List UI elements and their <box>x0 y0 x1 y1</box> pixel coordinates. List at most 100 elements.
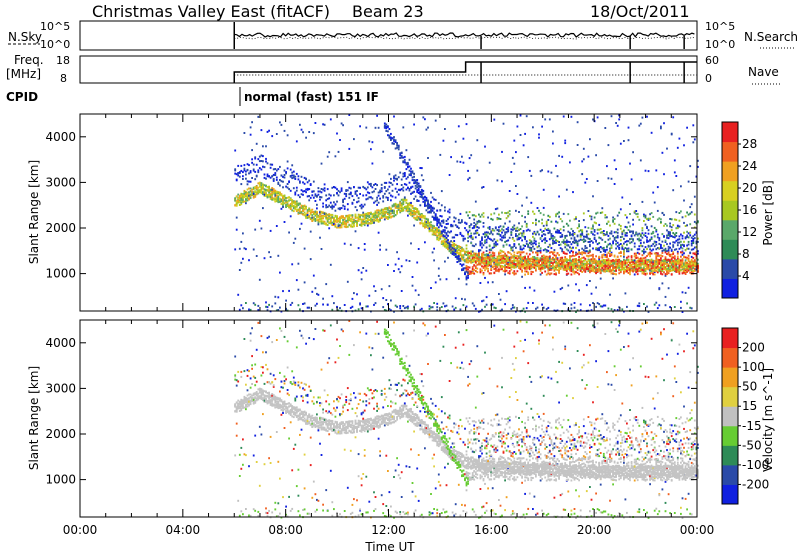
echo-cell <box>405 259 408 262</box>
echo-cell <box>558 229 560 232</box>
echo-cell <box>356 201 358 204</box>
echo-cell <box>396 305 398 308</box>
echo-cell <box>288 204 290 207</box>
echo-cell <box>507 226 510 229</box>
echo-cell <box>558 264 560 267</box>
echo-cell <box>484 269 486 272</box>
echo-cell <box>547 272 550 275</box>
echo-cell <box>491 252 494 255</box>
echo-cell <box>447 248 449 251</box>
echo-cell <box>305 191 307 194</box>
echo-cell <box>414 210 417 213</box>
echo-cell <box>403 172 406 174</box>
echo-cell <box>362 218 365 221</box>
echo-cell <box>555 164 557 167</box>
echo-cell <box>265 301 267 304</box>
echo-cell <box>516 262 519 265</box>
echo-cell <box>632 223 634 226</box>
echo-cell <box>445 219 448 222</box>
echo-cell <box>584 226 587 229</box>
echo-cell <box>548 260 551 263</box>
echo-cell <box>559 260 562 263</box>
echo-cell <box>542 264 545 267</box>
echo-cell <box>448 248 451 251</box>
echo-cell <box>368 294 371 297</box>
echo-cell <box>249 133 252 136</box>
echo-cell <box>470 250 473 253</box>
echo-cell <box>598 268 601 271</box>
echo-cell <box>329 206 332 209</box>
echo-cell <box>585 246 588 249</box>
echo-cell <box>427 199 429 202</box>
echo-cell <box>582 219 585 222</box>
echo-cell <box>545 250 548 253</box>
echo-cell <box>279 306 281 309</box>
echo-cell <box>481 259 483 262</box>
echo-cell <box>476 254 479 257</box>
echo-cell <box>585 254 588 257</box>
echo-cell <box>476 139 479 142</box>
echo-cell <box>548 231 551 234</box>
echo-cell <box>277 194 280 197</box>
echo-cell <box>544 270 547 273</box>
echo-cell <box>334 223 337 226</box>
echo-cell <box>362 220 365 223</box>
echo-cell <box>380 288 383 291</box>
echo-cell <box>570 250 573 252</box>
echo-cell <box>570 237 573 240</box>
echo-cell <box>582 235 585 238</box>
echo-cell <box>403 307 406 310</box>
echo-cell <box>255 255 258 257</box>
echo-cell <box>292 174 295 177</box>
echo-cell <box>295 204 298 207</box>
echo-cell <box>589 138 591 141</box>
echo-cell <box>612 260 614 263</box>
echo-cell <box>471 255 474 258</box>
echo-cell <box>630 269 633 272</box>
echo-cell <box>419 167 422 169</box>
echo-cell <box>578 223 580 226</box>
echo-cell <box>555 268 557 271</box>
echo-cell <box>414 289 417 292</box>
echo-cell <box>604 253 607 256</box>
echo-cell <box>485 246 488 249</box>
echo-cell <box>348 214 351 217</box>
echo-cell <box>292 210 295 213</box>
echo-cell <box>606 267 608 270</box>
echo-cell <box>308 179 311 182</box>
echo-cell <box>328 151 331 154</box>
echo-cell <box>465 283 468 286</box>
echo-cell <box>582 269 585 272</box>
echo-cell <box>354 230 357 233</box>
echo-cell <box>570 243 573 246</box>
echo-cell <box>521 261 523 264</box>
echo-cell <box>524 273 526 276</box>
echo-cell <box>527 243 530 246</box>
echo-cell <box>277 196 280 198</box>
echo-cell <box>334 214 337 217</box>
echo-cell <box>425 222 428 225</box>
echo-cell <box>582 249 585 252</box>
echo-cell <box>400 204 403 207</box>
echo-cell <box>428 222 431 225</box>
echo-cell <box>538 245 540 248</box>
echo-cell <box>572 234 574 237</box>
echo-cell <box>569 241 571 243</box>
echo-cell <box>283 198 286 201</box>
echo-cell <box>260 190 263 193</box>
echo-cell <box>448 231 451 234</box>
echo-cell <box>444 260 446 263</box>
echo-cell <box>371 186 374 189</box>
echo-cell <box>243 191 246 193</box>
echo-cell <box>399 156 402 159</box>
echo-cell <box>629 230 631 233</box>
echo-cell <box>430 221 432 224</box>
echo-cell <box>604 240 607 243</box>
echo-cell <box>536 207 539 209</box>
echo-cell <box>616 124 619 127</box>
echo-cell <box>504 252 506 255</box>
echo-cell <box>595 240 597 243</box>
echo-cell <box>345 224 348 227</box>
echo-cell <box>371 197 374 200</box>
echo-cell <box>286 202 289 205</box>
